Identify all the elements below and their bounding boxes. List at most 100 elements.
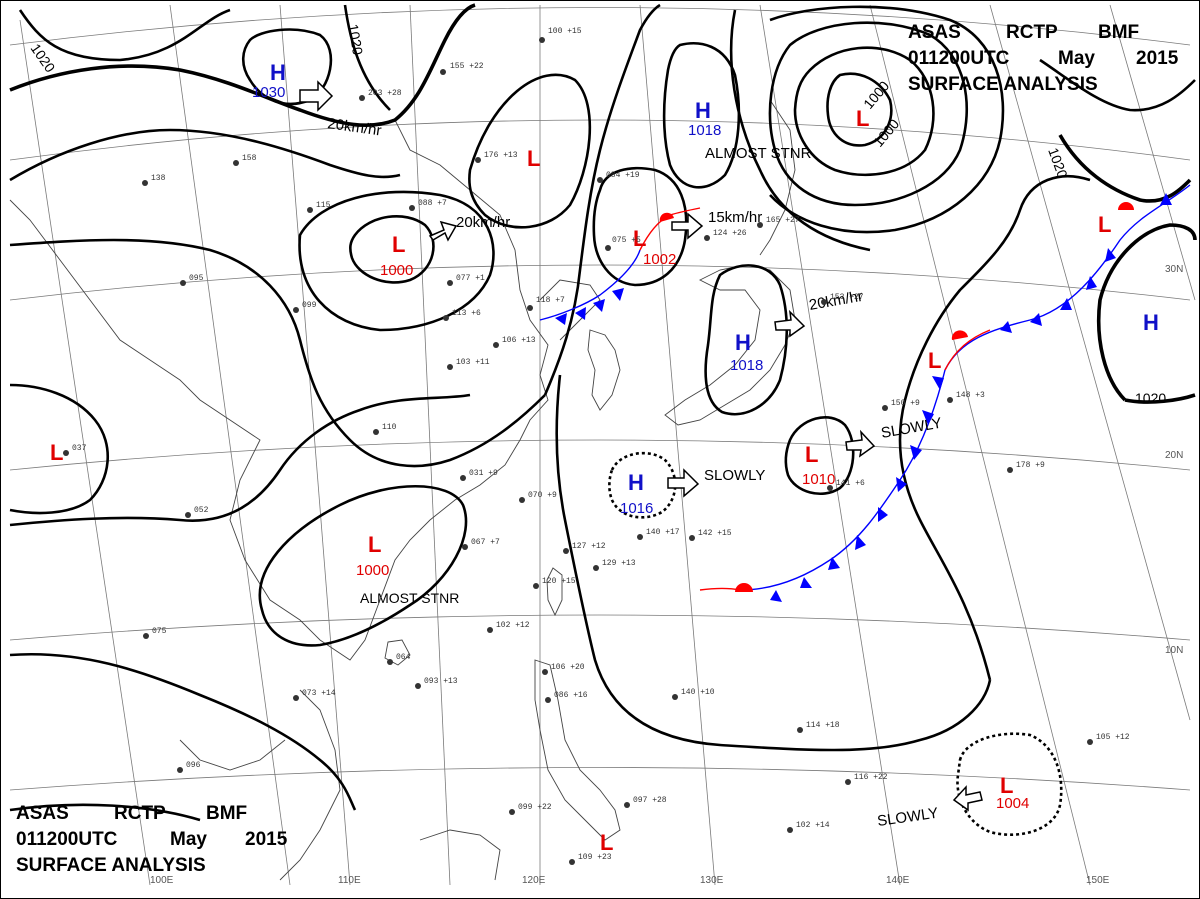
header-top-product: ASAS bbox=[908, 22, 961, 43]
svg-text:084 +19: 084 +19 bbox=[606, 171, 640, 180]
svg-text:150 +9: 150 +9 bbox=[891, 399, 920, 408]
low-1004-letter: L bbox=[1000, 773, 1013, 798]
station: 155 +22 bbox=[440, 62, 484, 75]
svg-text:203 +28: 203 +28 bbox=[368, 89, 402, 98]
svg-text:075: 075 bbox=[152, 627, 167, 636]
station: 084 +19 bbox=[597, 171, 640, 183]
svg-text:075 +5: 075 +5 bbox=[612, 236, 641, 245]
svg-text:077 +1: 077 +1 bbox=[456, 274, 485, 283]
arrow-1016 bbox=[667, 468, 700, 498]
low-1010-motion: SLOWLY bbox=[880, 415, 943, 442]
low-philippines-letter: L bbox=[600, 830, 613, 855]
svg-text:124 +26: 124 +26 bbox=[713, 229, 747, 238]
svg-text:153 +27: 153 +27 bbox=[830, 293, 864, 302]
svg-text:102 +12: 102 +12 bbox=[496, 621, 530, 630]
low-1000-c-letter: L bbox=[368, 532, 381, 557]
isobar-label-1020-north: 1020 bbox=[345, 23, 366, 57]
station: 037 bbox=[63, 444, 87, 456]
header-bottom-station: RCTP bbox=[114, 803, 166, 824]
svg-text:096: 096 bbox=[186, 761, 201, 770]
low-1004-motion: SLOWLY bbox=[876, 805, 939, 830]
station: 165 +27 bbox=[757, 216, 800, 228]
high-east-letter: H bbox=[1143, 310, 1159, 335]
station: 115 bbox=[307, 201, 331, 213]
svg-text:099 +22: 099 +22 bbox=[518, 803, 552, 812]
header-bottom: ASAS RCTP BMF 011200UTC May 2015 SURFACE… bbox=[16, 803, 288, 876]
station: 118 +7 bbox=[527, 296, 565, 311]
high-1016-letter: H bbox=[628, 470, 644, 495]
lon-label-120e: 120E bbox=[522, 875, 546, 886]
arrow-1018-c bbox=[774, 309, 806, 338]
high-1018-b-pressure: 1018 bbox=[730, 357, 763, 374]
svg-text:103 +11: 103 +11 bbox=[456, 358, 490, 367]
high-1018-a-motion: ALMOST STNR bbox=[705, 145, 812, 162]
low-1000-a-letter: L bbox=[392, 232, 405, 257]
svg-text:100 +15: 100 +15 bbox=[548, 27, 582, 36]
low-1002-motion: 15km/hr bbox=[708, 209, 762, 226]
svg-text:052: 052 bbox=[194, 506, 209, 515]
low-1010-pressure: 1010 bbox=[802, 471, 835, 488]
station: 129 +13 bbox=[593, 559, 636, 571]
station: 138 bbox=[142, 174, 166, 186]
station: 142 +15 bbox=[689, 529, 732, 541]
low-1000-c-motion: ALMOST STNR bbox=[360, 590, 459, 606]
station: 141 +6 bbox=[827, 479, 865, 491]
svg-text:073 +14: 073 +14 bbox=[302, 689, 336, 698]
header-top-time: 011200UTC bbox=[908, 48, 1010, 69]
low-1000-a-pressure: 1000 bbox=[380, 262, 413, 279]
svg-text:106 +20: 106 +20 bbox=[551, 663, 585, 672]
high-1030-letter: H bbox=[270, 60, 286, 85]
station: 140 +17 bbox=[637, 528, 680, 540]
svg-text:067 +7: 067 +7 bbox=[471, 538, 500, 547]
station: 093 +13 bbox=[415, 677, 458, 689]
svg-text:102 +14: 102 +14 bbox=[796, 821, 830, 830]
station: 100 +15 bbox=[539, 27, 582, 43]
low-1010-letter: L bbox=[805, 442, 818, 467]
station: 075 bbox=[143, 627, 167, 639]
station: 088 +7 bbox=[409, 199, 447, 211]
station: 124 +26 bbox=[704, 229, 747, 241]
arrow-1000-a bbox=[428, 220, 458, 242]
svg-text:148 +3: 148 +3 bbox=[956, 391, 985, 400]
svg-text:031 +9: 031 +9 bbox=[469, 469, 498, 478]
high-1030-motion: 20km/hr bbox=[326, 115, 382, 139]
station: 075 +5 bbox=[605, 236, 641, 251]
isobar-label-1000-b: 1000 bbox=[870, 116, 902, 150]
lon-label-110e: 110E bbox=[338, 875, 361, 886]
fronts bbox=[539, 184, 1191, 602]
svg-text:105 +12: 105 +12 bbox=[1096, 733, 1130, 742]
header-top: ASAS RCTP BMF 011200UTC May 2015 SURFACE… bbox=[908, 22, 1179, 95]
station: 099 bbox=[293, 301, 317, 313]
low-west-letter: L bbox=[50, 440, 63, 465]
svg-text:116 +22: 116 +22 bbox=[854, 773, 888, 782]
lat-lon-grid: 100E 110E 120E 130E 140E 150E 30N 20N 10… bbox=[9, 4, 1196, 886]
svg-text:037: 037 bbox=[72, 444, 87, 453]
header-bottom-month: May bbox=[170, 829, 207, 850]
isobars bbox=[9, 3, 1197, 836]
svg-text:088 +7: 088 +7 bbox=[418, 199, 447, 208]
svg-text:110: 110 bbox=[382, 423, 397, 432]
svg-text:141 +6: 141 +6 bbox=[836, 479, 865, 488]
svg-text:109 +23: 109 +23 bbox=[578, 853, 612, 862]
lon-label-150e: 150E bbox=[1086, 875, 1110, 886]
station: 110 bbox=[373, 423, 397, 435]
isobar-label-1020-se: 1020 bbox=[1135, 390, 1166, 406]
station: 086 +16 bbox=[545, 691, 588, 703]
motion-arrows bbox=[299, 80, 983, 812]
header-bottom-title: SURFACE ANALYSIS bbox=[16, 855, 206, 876]
svg-text:114 +18: 114 +18 bbox=[806, 721, 840, 730]
station: 052 bbox=[185, 506, 209, 518]
svg-text:106 +13: 106 +13 bbox=[502, 336, 536, 345]
high-1016-pressure: 1016 bbox=[620, 500, 653, 517]
station: 099 +22 bbox=[509, 803, 552, 815]
station: 150 +9 bbox=[882, 399, 920, 411]
header-top-title: SURFACE ANALYSIS bbox=[908, 74, 1098, 95]
station: 070 +9 bbox=[519, 491, 557, 503]
arrow-1004 bbox=[952, 785, 983, 812]
station: 077 +1 bbox=[447, 274, 485, 286]
svg-text:086 +16: 086 +16 bbox=[554, 691, 588, 700]
svg-text:138: 138 bbox=[151, 174, 166, 183]
station: 109 +23 bbox=[569, 853, 612, 865]
low-front-b-letter: L bbox=[928, 348, 941, 373]
lat-label-10n: 10N bbox=[1165, 645, 1183, 656]
